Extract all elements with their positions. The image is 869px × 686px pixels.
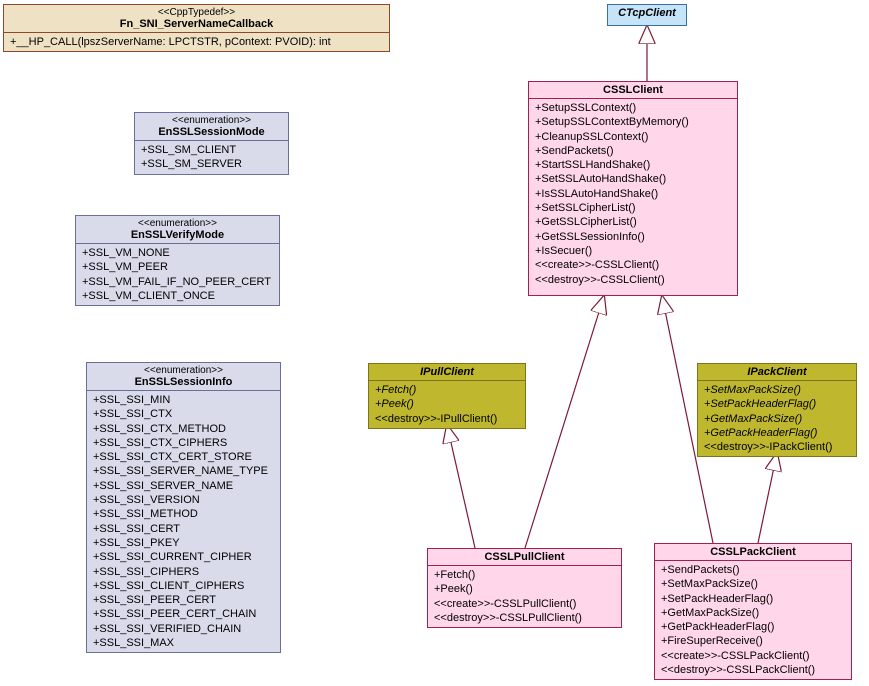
member: +SSL_SSI_PEER_CERT_CHAIN [93,607,274,621]
member: +SSL_SSI_METHOD [93,507,274,521]
member: +SSL_SM_CLIENT [141,143,282,157]
member: <<destroy>>-IPackClient() [704,440,850,454]
enum-verify-mode: <<enumeration>> EnSSLVerifyMode +SSL_VM_… [75,215,280,306]
member: +CleanupSSLContext() [535,130,731,144]
enum-title: <<enumeration>> EnSSLSessionInfo [87,363,280,391]
member: <<create>>-CSSLClient() [535,258,731,272]
typedef-title: <<CppTypedef>> Fn_SNI_ServerNameCallback [4,5,389,33]
class-csslpullclient: CSSLPullClient +Fetch()+Peek()<<create>>… [427,548,622,628]
member: <<create>>-CSSLPullClient() [434,597,615,611]
member: +Fetch() [375,383,519,397]
member: +SSL_SSI_CURRENT_CIPHER [93,550,274,564]
member: +SSL_SSI_CLIENT_CIPHERS [93,579,274,593]
member: +SSL_SSI_MIN [93,393,274,407]
enum-members: +SSL_SSI_MIN+SSL_SSI_CTX+SSL_SSI_CTX_MET… [87,391,280,652]
class-title: CTcpClient [608,5,686,21]
interface-ipackclient: IPackClient +SetMaxPackSize()+SetPackHea… [697,363,857,457]
class-title: CSSLClient [529,82,737,99]
class-members: +Fetch()+Peek()<<create>>-CSSLPullClient… [428,566,621,627]
member: +FireSuperReceive() [661,634,845,648]
member: <<destroy>>-CSSLPullClient() [434,611,615,625]
member: +SSL_SSI_PKEY [93,536,274,550]
member: +GetMaxPackSize() [704,412,850,426]
member: +GetPackHeaderFlag() [704,426,850,440]
member: <<create>>-CSSLPackClient() [661,649,845,663]
member: +SetPackHeaderFlag() [661,592,845,606]
member: +SetSSLCipherList() [535,201,731,215]
class-members: +SendPackets()+SetMaxPackSize()+SetPackH… [655,561,851,679]
interface-title: IPackClient [698,364,856,381]
member: +__HP_CALL(lpszServerName: LPCTSTR, pCon… [10,35,383,49]
enum-members: +SSL_VM_NONE+SSL_VM_PEER+SSL_VM_FAIL_IF_… [76,244,279,305]
member: +StartSSLHandShake() [535,158,731,172]
class-csslclient: CSSLClient +SetupSSLContext()+SetupSSLCo… [528,81,738,296]
typedef-members: +__HP_CALL(lpszServerName: LPCTSTR, pCon… [4,33,389,51]
class-title: CSSLPullClient [428,549,621,566]
class-ctcpclient: CTcpClient [607,4,687,26]
member: +SSL_SSI_CTX [93,407,274,421]
member: +SSL_VM_FAIL_IF_NO_PEER_CERT [82,275,273,289]
member: <<destroy>>-CSSLPackClient() [661,663,845,677]
enum-members: +SSL_SM_CLIENT+SSL_SM_SERVER [135,141,288,174]
member: +SendPackets() [535,144,731,158]
member: +SSL_VM_PEER [82,260,273,274]
member: +GetSSLSessionInfo() [535,230,731,244]
member: +SSL_SSI_MAX [93,636,274,650]
member: +SetupSSLContext() [535,101,731,115]
enum-session-mode: <<enumeration>> EnSSLSessionMode +SSL_SM… [134,112,289,175]
member: +Fetch() [434,568,615,582]
member: +SSL_SSI_VERSION [93,493,274,507]
member: +SSL_SSI_CTX_METHOD [93,422,274,436]
enum-title: <<enumeration>> EnSSLSessionMode [135,113,288,141]
member: +GetSSLCipherList() [535,215,731,229]
interface-members: +SetMaxPackSize()+SetPackHeaderFlag()+Ge… [698,381,856,456]
class-csslpackclient: CSSLPackClient +SendPackets()+SetMaxPack… [654,543,852,680]
member: +SSL_SSI_CERT [93,522,274,536]
member: +SSL_SSI_CTX_CERT_STORE [93,450,274,464]
typedef-fn-sni: <<CppTypedef>> Fn_SNI_ServerNameCallback… [3,4,390,52]
member: +SetMaxPackSize() [704,383,850,397]
member: +SSL_SM_SERVER [141,157,282,171]
class-title: CSSLPackClient [655,544,851,561]
member: +Peek() [434,582,615,596]
interface-members: +Fetch()+Peek()<<destroy>>-IPullClient() [369,381,525,428]
member: +IsSecuer() [535,244,731,258]
member: +SetMaxPackSize() [661,577,845,591]
enum-title: <<enumeration>> EnSSLVerifyMode [76,216,279,244]
member: +SetPackHeaderFlag() [704,397,850,411]
interface-title: IPullClient [369,364,525,381]
class-members: +SetupSSLContext()+SetupSSLContextByMemo… [529,99,737,289]
member: +SSL_SSI_CIPHERS [93,565,274,579]
member: <<destroy>>-CSSLClient() [535,273,731,287]
member: +GetMaxPackSize() [661,606,845,620]
member: +SSL_SSI_PEER_CERT [93,593,274,607]
member: +SendPackets() [661,563,845,577]
member: +SSL_SSI_CTX_CIPHERS [93,436,274,450]
member: +SSL_VM_NONE [82,246,273,260]
member: +SSL_SSI_SERVER_NAME_TYPE [93,464,274,478]
member: +IsSSLAutoHandShake() [535,187,731,201]
member: +SSL_VM_CLIENT_ONCE [82,289,273,303]
member: +SSL_SSI_SERVER_NAME [93,479,274,493]
member: +SSL_SSI_VERIFIED_CHAIN [93,622,274,636]
member: +SetSSLAutoHandShake() [535,172,731,186]
interface-ipullclient: IPullClient +Fetch()+Peek()<<destroy>>-I… [368,363,526,429]
member: +GetPackHeaderFlag() [661,620,845,634]
enum-session-info: <<enumeration>> EnSSLSessionInfo +SSL_SS… [86,362,281,653]
member: +Peek() [375,397,519,411]
member: +SetupSSLContextByMemory() [535,115,731,129]
member: <<destroy>>-IPullClient() [375,412,519,426]
